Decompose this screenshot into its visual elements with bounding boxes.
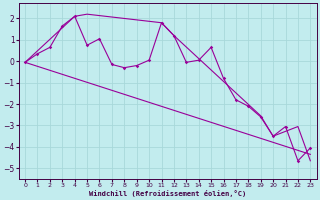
X-axis label: Windchill (Refroidissement éolien,°C): Windchill (Refroidissement éolien,°C) xyxy=(89,190,246,197)
